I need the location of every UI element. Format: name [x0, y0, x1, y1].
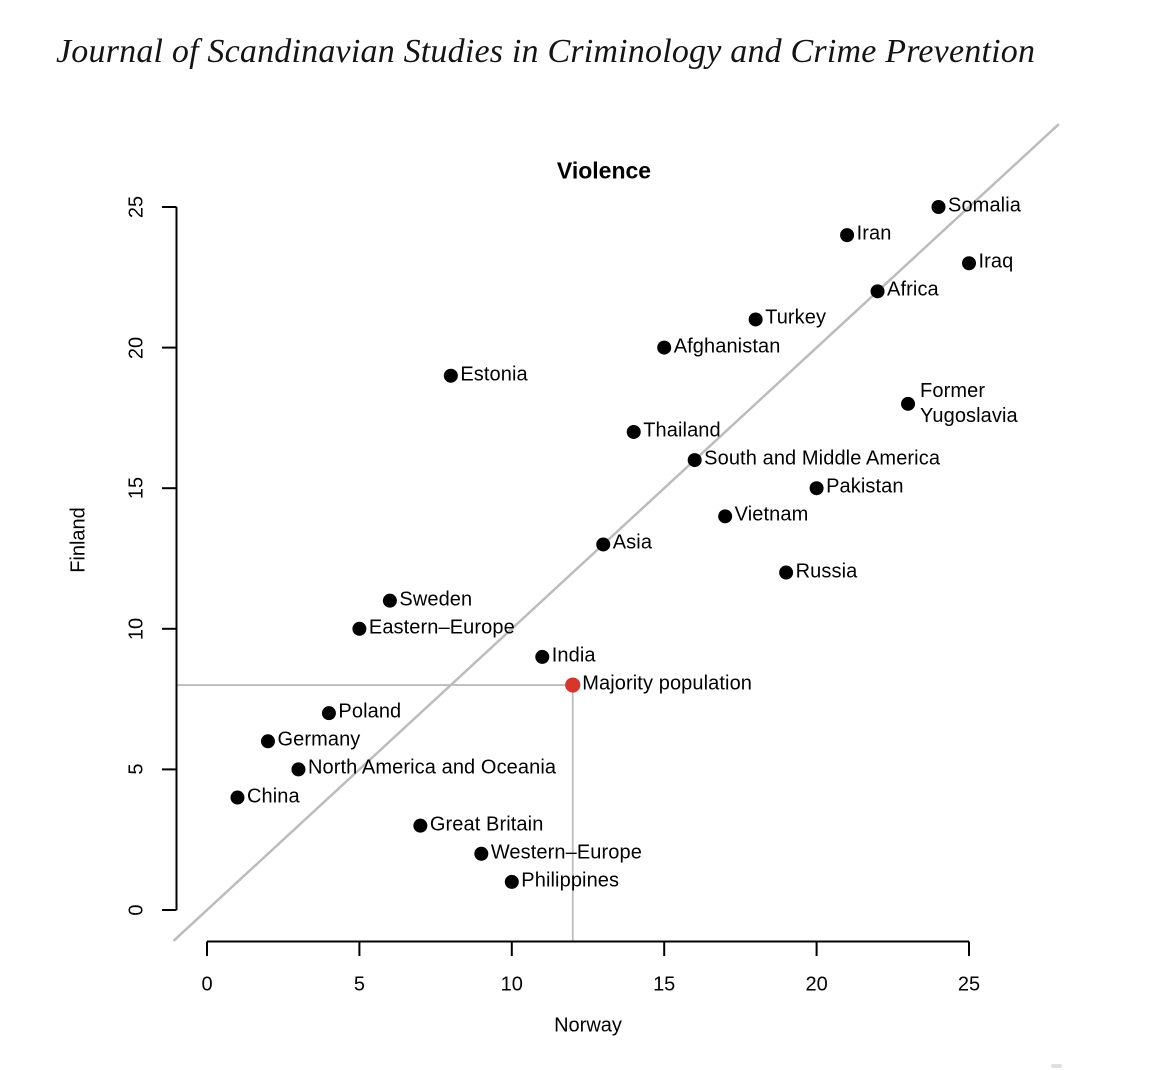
point-somalia [931, 200, 946, 214]
point-vietnam [718, 509, 733, 524]
point-russia [779, 565, 794, 580]
point-china [230, 790, 245, 805]
point-great-britain [413, 818, 428, 833]
point-former-yugoslavia [901, 396, 916, 411]
point-asia [596, 537, 611, 552]
point-estonia [443, 368, 458, 383]
point-philippines [504, 874, 519, 889]
point-western-europe [474, 846, 489, 861]
point-afghanistan [657, 340, 672, 355]
point-south-and-middle-america [687, 453, 702, 468]
point-sweden [382, 593, 397, 608]
point-eastern-europe [352, 621, 367, 636]
y-axis-title: Finland [67, 507, 90, 573]
chart-title: Violence [556, 157, 652, 184]
x-axis-title: Norway [554, 1014, 622, 1037]
point-thailand [626, 424, 641, 439]
point-poland [321, 706, 336, 721]
identity-line [172, 123, 1060, 942]
point-majority-population [565, 677, 581, 693]
journal-title: Journal of Scandinavian Studies in Crimi… [56, 33, 1036, 70]
point-germany [260, 734, 275, 749]
point-iraq [962, 256, 976, 271]
bottom-edge-artifact [1051, 1064, 1062, 1068]
point-india [535, 649, 550, 664]
point-africa [870, 284, 885, 299]
point-north-america-and-oceania [291, 762, 306, 777]
point-turkey [748, 312, 763, 327]
point-pakistan [809, 481, 824, 496]
point-iran [840, 228, 855, 243]
